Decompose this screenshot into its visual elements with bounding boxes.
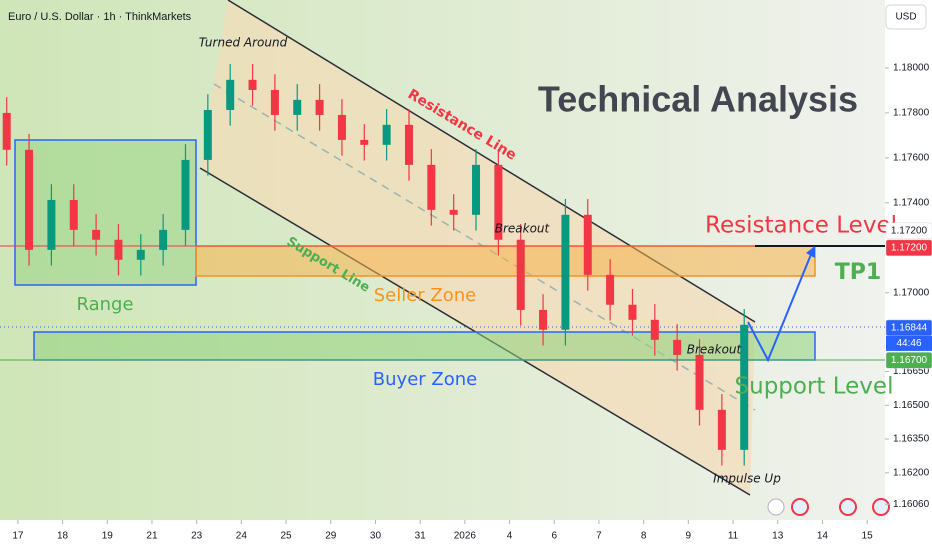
annotation: Buyer Zone — [373, 369, 477, 390]
candle-body — [717, 409, 726, 450]
countdown: 44:46 — [896, 338, 921, 349]
countdown-box — [886, 335, 932, 351]
range-box — [14, 139, 197, 286]
seller-zone — [195, 245, 816, 277]
x-tick-label: 13 — [772, 531, 784, 542]
event-icon[interactable] — [791, 498, 809, 516]
candle-body — [516, 239, 525, 310]
candle-body — [293, 99, 302, 115]
candle-body — [606, 274, 615, 305]
y-tick-label: 1.18000 — [893, 63, 930, 74]
candle-body — [270, 89, 279, 115]
x-tick-label: 19 — [102, 531, 114, 542]
x-tick-label: 15 — [862, 531, 874, 542]
x-tick-label: 8 — [641, 531, 647, 542]
y-tick-label: 1.17000 — [893, 287, 930, 298]
candle-body — [47, 199, 56, 250]
x-tick-label: 11 — [728, 531, 739, 542]
currency: USD — [895, 12, 916, 23]
x-tick-label: 25 — [280, 531, 292, 542]
annotation: Breakout — [495, 222, 551, 236]
candle-body — [650, 319, 659, 340]
y-tick-label: 1.16060 — [893, 499, 930, 510]
candle-body — [472, 164, 481, 215]
candle-body — [360, 139, 369, 145]
candle-body — [404, 124, 413, 165]
candle-body — [695, 354, 704, 410]
y-tick-label: 1.17400 — [893, 198, 930, 209]
price-tag-label: 1.17200 — [891, 242, 928, 253]
annotation: Seller Zone — [374, 285, 477, 306]
x-tick-label: 24 — [236, 531, 248, 542]
candle-body — [673, 339, 682, 355]
event-icon[interactable] — [872, 498, 890, 516]
x-tick-label: 31 — [415, 531, 427, 542]
candle-body — [382, 124, 391, 145]
annotation: TP1 — [835, 260, 881, 285]
x-tick-label: 23 — [191, 531, 203, 542]
candle-body — [449, 209, 458, 215]
price-tag-label: 1.17200 — [891, 225, 928, 236]
candle-body — [69, 199, 78, 230]
candle-body — [181, 159, 190, 230]
candle-body — [561, 214, 570, 330]
symbol: Euro / U.S. Dollar · 1h · ThinkMarkets — [8, 11, 192, 23]
candle-body — [248, 79, 257, 90]
x-tick-label: 29 — [325, 531, 337, 542]
x-tick-label: 4 — [507, 531, 513, 542]
x-tick-label: 21 — [146, 531, 158, 542]
candle-body — [337, 114, 346, 140]
event-icon[interactable] — [767, 498, 785, 516]
y-tick-label: 1.16650 — [893, 366, 930, 377]
x-tick-label: 7 — [596, 531, 602, 542]
time-axis — [0, 520, 885, 550]
candle-body — [203, 109, 212, 160]
projection-arrow — [747, 251, 813, 363]
annotation: Impulse Up — [713, 472, 781, 486]
price-axis — [885, 0, 932, 550]
price-tag — [885, 239, 932, 257]
annotation: Resistance Level — [705, 213, 897, 239]
y-tick-label: 1.17600 — [893, 153, 930, 164]
y-tick-label: 1.17800 — [893, 108, 930, 119]
annotation: Turned Around — [199, 36, 288, 50]
candle-body — [494, 164, 503, 240]
x-tick-label: 6 — [551, 531, 557, 542]
chart-title: Technical Analysis — [538, 79, 858, 120]
y-tick-label: 1.16200 — [893, 467, 930, 478]
candle-body — [539, 309, 548, 330]
y-tick-label: 1.16350 — [893, 434, 930, 445]
candle-body — [583, 214, 592, 275]
candle-body — [427, 164, 436, 210]
candle-body — [2, 112, 11, 150]
price-tag-label: 1.16844 — [891, 323, 928, 334]
candle-body — [740, 324, 749, 450]
candle-body — [159, 229, 168, 250]
candle-body — [136, 249, 145, 260]
candle-body — [628, 304, 637, 320]
price-tag — [885, 352, 932, 369]
x-tick-label: 14 — [817, 531, 829, 542]
candle-body — [226, 79, 235, 110]
candle-body — [315, 99, 324, 115]
x-tick-label: 30 — [370, 531, 382, 542]
x-tick-label: 18 — [57, 531, 69, 542]
x-tick-label: 2026 — [454, 531, 477, 542]
x-tick-label: 17 — [12, 531, 24, 542]
annotation: Breakout — [687, 343, 743, 357]
arrow-head — [806, 246, 815, 258]
candle-body — [25, 149, 34, 250]
candle-body — [92, 229, 101, 240]
price-tag-label: 1.16700 — [891, 355, 928, 366]
event-icon[interactable] — [839, 498, 857, 516]
y-tick-label: 1.16500 — [893, 400, 930, 411]
annotation: Range — [76, 294, 133, 315]
annotation: Support Level — [735, 374, 894, 400]
price-tag — [885, 222, 932, 240]
candle-body — [114, 239, 123, 260]
currency-button[interactable] — [885, 4, 927, 30]
x-tick-label: 9 — [686, 531, 692, 542]
